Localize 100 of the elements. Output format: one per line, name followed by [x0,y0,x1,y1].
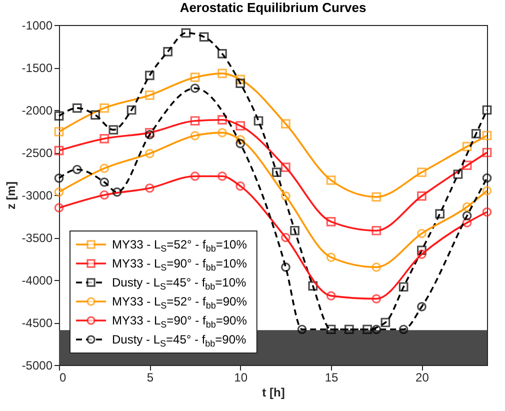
point [190,72,200,82]
point [72,164,82,174]
y-tick-label: -4000 [22,274,53,288]
point [100,164,110,173]
point [482,173,492,183]
point [218,68,227,78]
point [482,105,492,115]
y-tick-label: -4500 [22,316,53,330]
point [453,170,463,179]
x-tick-label: 10 [234,370,248,384]
point [236,181,246,191]
point [326,291,336,300]
point [54,146,64,156]
y-tick-label: -3500 [22,231,53,245]
point [199,32,209,42]
y-tick-label: -3000 [22,188,53,202]
chart-title: Aerostatic Equilibrium Curves [180,0,366,15]
point [145,90,154,100]
point [417,250,426,259]
point [372,294,382,304]
point [190,116,200,126]
point [236,121,246,130]
point [462,218,472,228]
point [462,211,472,220]
point [90,110,100,120]
point [482,130,492,140]
x-tick-label: 5 [146,370,154,384]
point [54,111,64,121]
point [236,78,246,88]
point [435,209,445,218]
point [190,131,200,140]
point [362,324,372,334]
point [100,103,110,113]
y-tick-label: -1000 [22,18,53,32]
point [190,172,200,181]
point [126,105,136,115]
y-tick-label: -1500 [22,61,53,75]
point [54,187,64,197]
point [290,226,300,236]
point [462,142,472,152]
point [326,324,336,334]
point [190,84,200,93]
point [100,190,110,200]
point [281,232,290,242]
point [218,172,227,181]
x-tick-label: 15 [324,370,339,384]
point [100,134,110,144]
point [398,324,408,334]
point [417,191,426,201]
point [108,125,118,134]
point [471,129,481,138]
point [236,74,246,84]
point [482,207,492,217]
point [112,187,122,197]
y-tick-label: -2000 [22,104,53,118]
point [372,192,382,202]
point [372,262,382,272]
point [326,217,336,226]
point [145,70,154,80]
point [372,226,382,236]
x-tick-label: 0 [60,370,66,384]
point [417,246,426,256]
point [417,228,426,238]
point [236,138,246,148]
point [281,191,290,201]
point [218,128,227,138]
point [326,176,336,185]
point [272,168,282,177]
point [417,302,426,312]
point [54,203,64,212]
point [281,119,290,129]
point [54,174,64,183]
point [308,281,318,291]
point [218,48,227,58]
point [482,186,492,196]
point [380,318,390,328]
point [281,262,290,272]
point [181,28,191,38]
point [297,324,307,334]
y-tick-label: -2500 [22,146,53,160]
x-tick-label: 20 [416,370,430,384]
point [100,178,110,187]
y-axis-title: z [m] [4,182,18,210]
point [326,252,336,262]
point [372,324,382,334]
point [462,202,472,212]
point [236,135,246,144]
y-tick-label: -5000 [22,358,53,372]
point [54,127,64,136]
point [281,162,290,172]
point [417,168,426,177]
point [462,160,472,170]
point [163,47,172,56]
point [218,115,227,125]
point [254,116,264,126]
point [482,148,492,158]
point [344,324,354,334]
point [145,183,154,193]
x-axis-title: t [h] [262,386,285,400]
point [72,103,82,113]
